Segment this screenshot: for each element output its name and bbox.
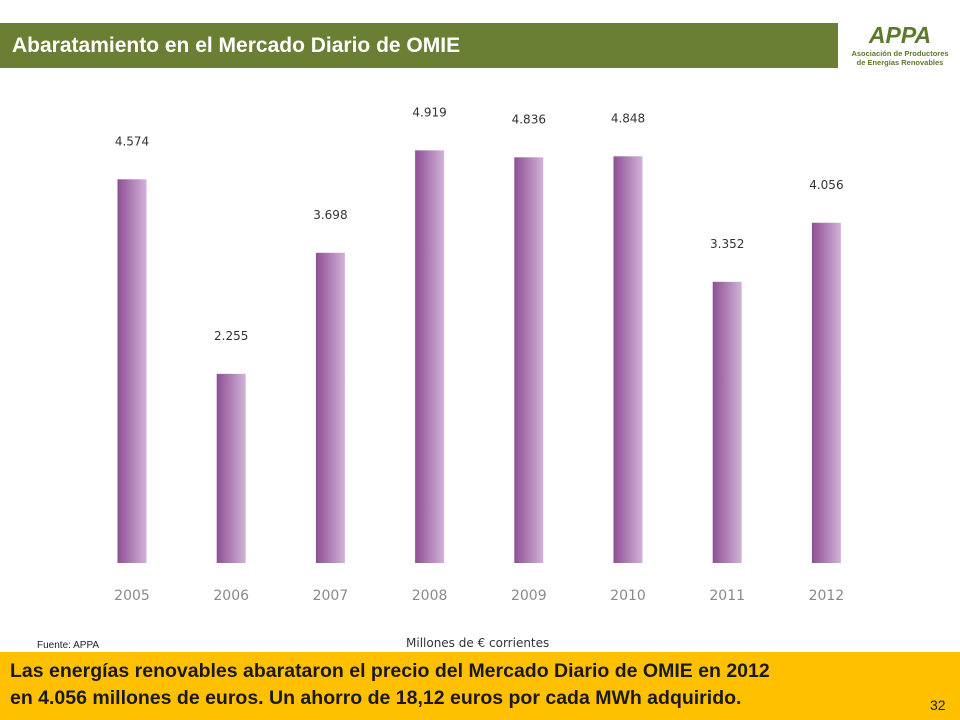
- footer-text-line-1: Las energías renovables abarataron el pr…: [10, 660, 770, 682]
- bar-2011: [712, 281, 742, 563]
- chart-x-tick-labels: 2005 2006 2007 2008 2009 2010 2011 2012: [114, 588, 844, 604]
- bar-2007: [315, 252, 345, 564]
- value-label-2007: 3.698: [313, 208, 347, 222]
- x-tick-2012: 2012: [809, 588, 845, 604]
- logo-tagline-2: de Energías Renovables: [856, 58, 944, 67]
- value-label-2010: 4.848: [611, 111, 645, 125]
- x-tick-2011: 2011: [709, 588, 745, 604]
- value-label-2005: 4.574: [115, 134, 149, 148]
- x-tick-2005: 2005: [114, 588, 150, 604]
- bar-2005: [117, 179, 147, 564]
- page-number: 32: [930, 697, 946, 713]
- x-tick-2009: 2009: [511, 588, 547, 604]
- x-tick-2008: 2008: [412, 588, 448, 604]
- value-label-2008: 4.919: [412, 105, 446, 119]
- chart-bars: [117, 150, 841, 564]
- appa-logo: APPA Asociación de Productores de Energí…: [842, 22, 958, 72]
- value-label-2006: 2.255: [214, 329, 248, 343]
- bar-2012: [811, 222, 841, 564]
- slide-title: Abaratamiento en el Mercado Diario de OM…: [12, 33, 461, 57]
- x-tick-2010: 2010: [610, 588, 646, 604]
- bar-2006: [216, 373, 246, 563]
- source-note: Fuente: APPA: [37, 640, 100, 651]
- x-tick-2006: 2006: [213, 588, 249, 604]
- footer-highlight-box: Las energías renovables abarataron el pr…: [0, 652, 960, 720]
- value-label-2009: 4.836: [512, 112, 546, 126]
- appa-logo-lettering: APPA: [868, 22, 931, 48]
- x-tick-2007: 2007: [313, 588, 349, 604]
- footer-text-line-2: en 4.056 millones de euros. Un ahorro de…: [10, 687, 742, 709]
- slide-title-bar: Abaratamiento en el Mercado Diario de OM…: [0, 23, 838, 68]
- chart-value-labels: 4.574 2.255 3.698 4.919 4.836 4.848 3.352 4.056: [115, 105, 844, 342]
- logo-tagline-1: Asociación de Productores: [851, 49, 949, 58]
- bar-2010: [613, 156, 643, 563]
- bar-2008: [415, 150, 445, 564]
- value-label-2011: 3.352: [710, 237, 744, 251]
- value-label-2012: 4.056: [809, 178, 843, 192]
- x-axis-label: Millones de € corrientes: [406, 636, 550, 650]
- bar-2009: [514, 157, 544, 563]
- appa-logo-mark: APPA: [868, 22, 931, 48]
